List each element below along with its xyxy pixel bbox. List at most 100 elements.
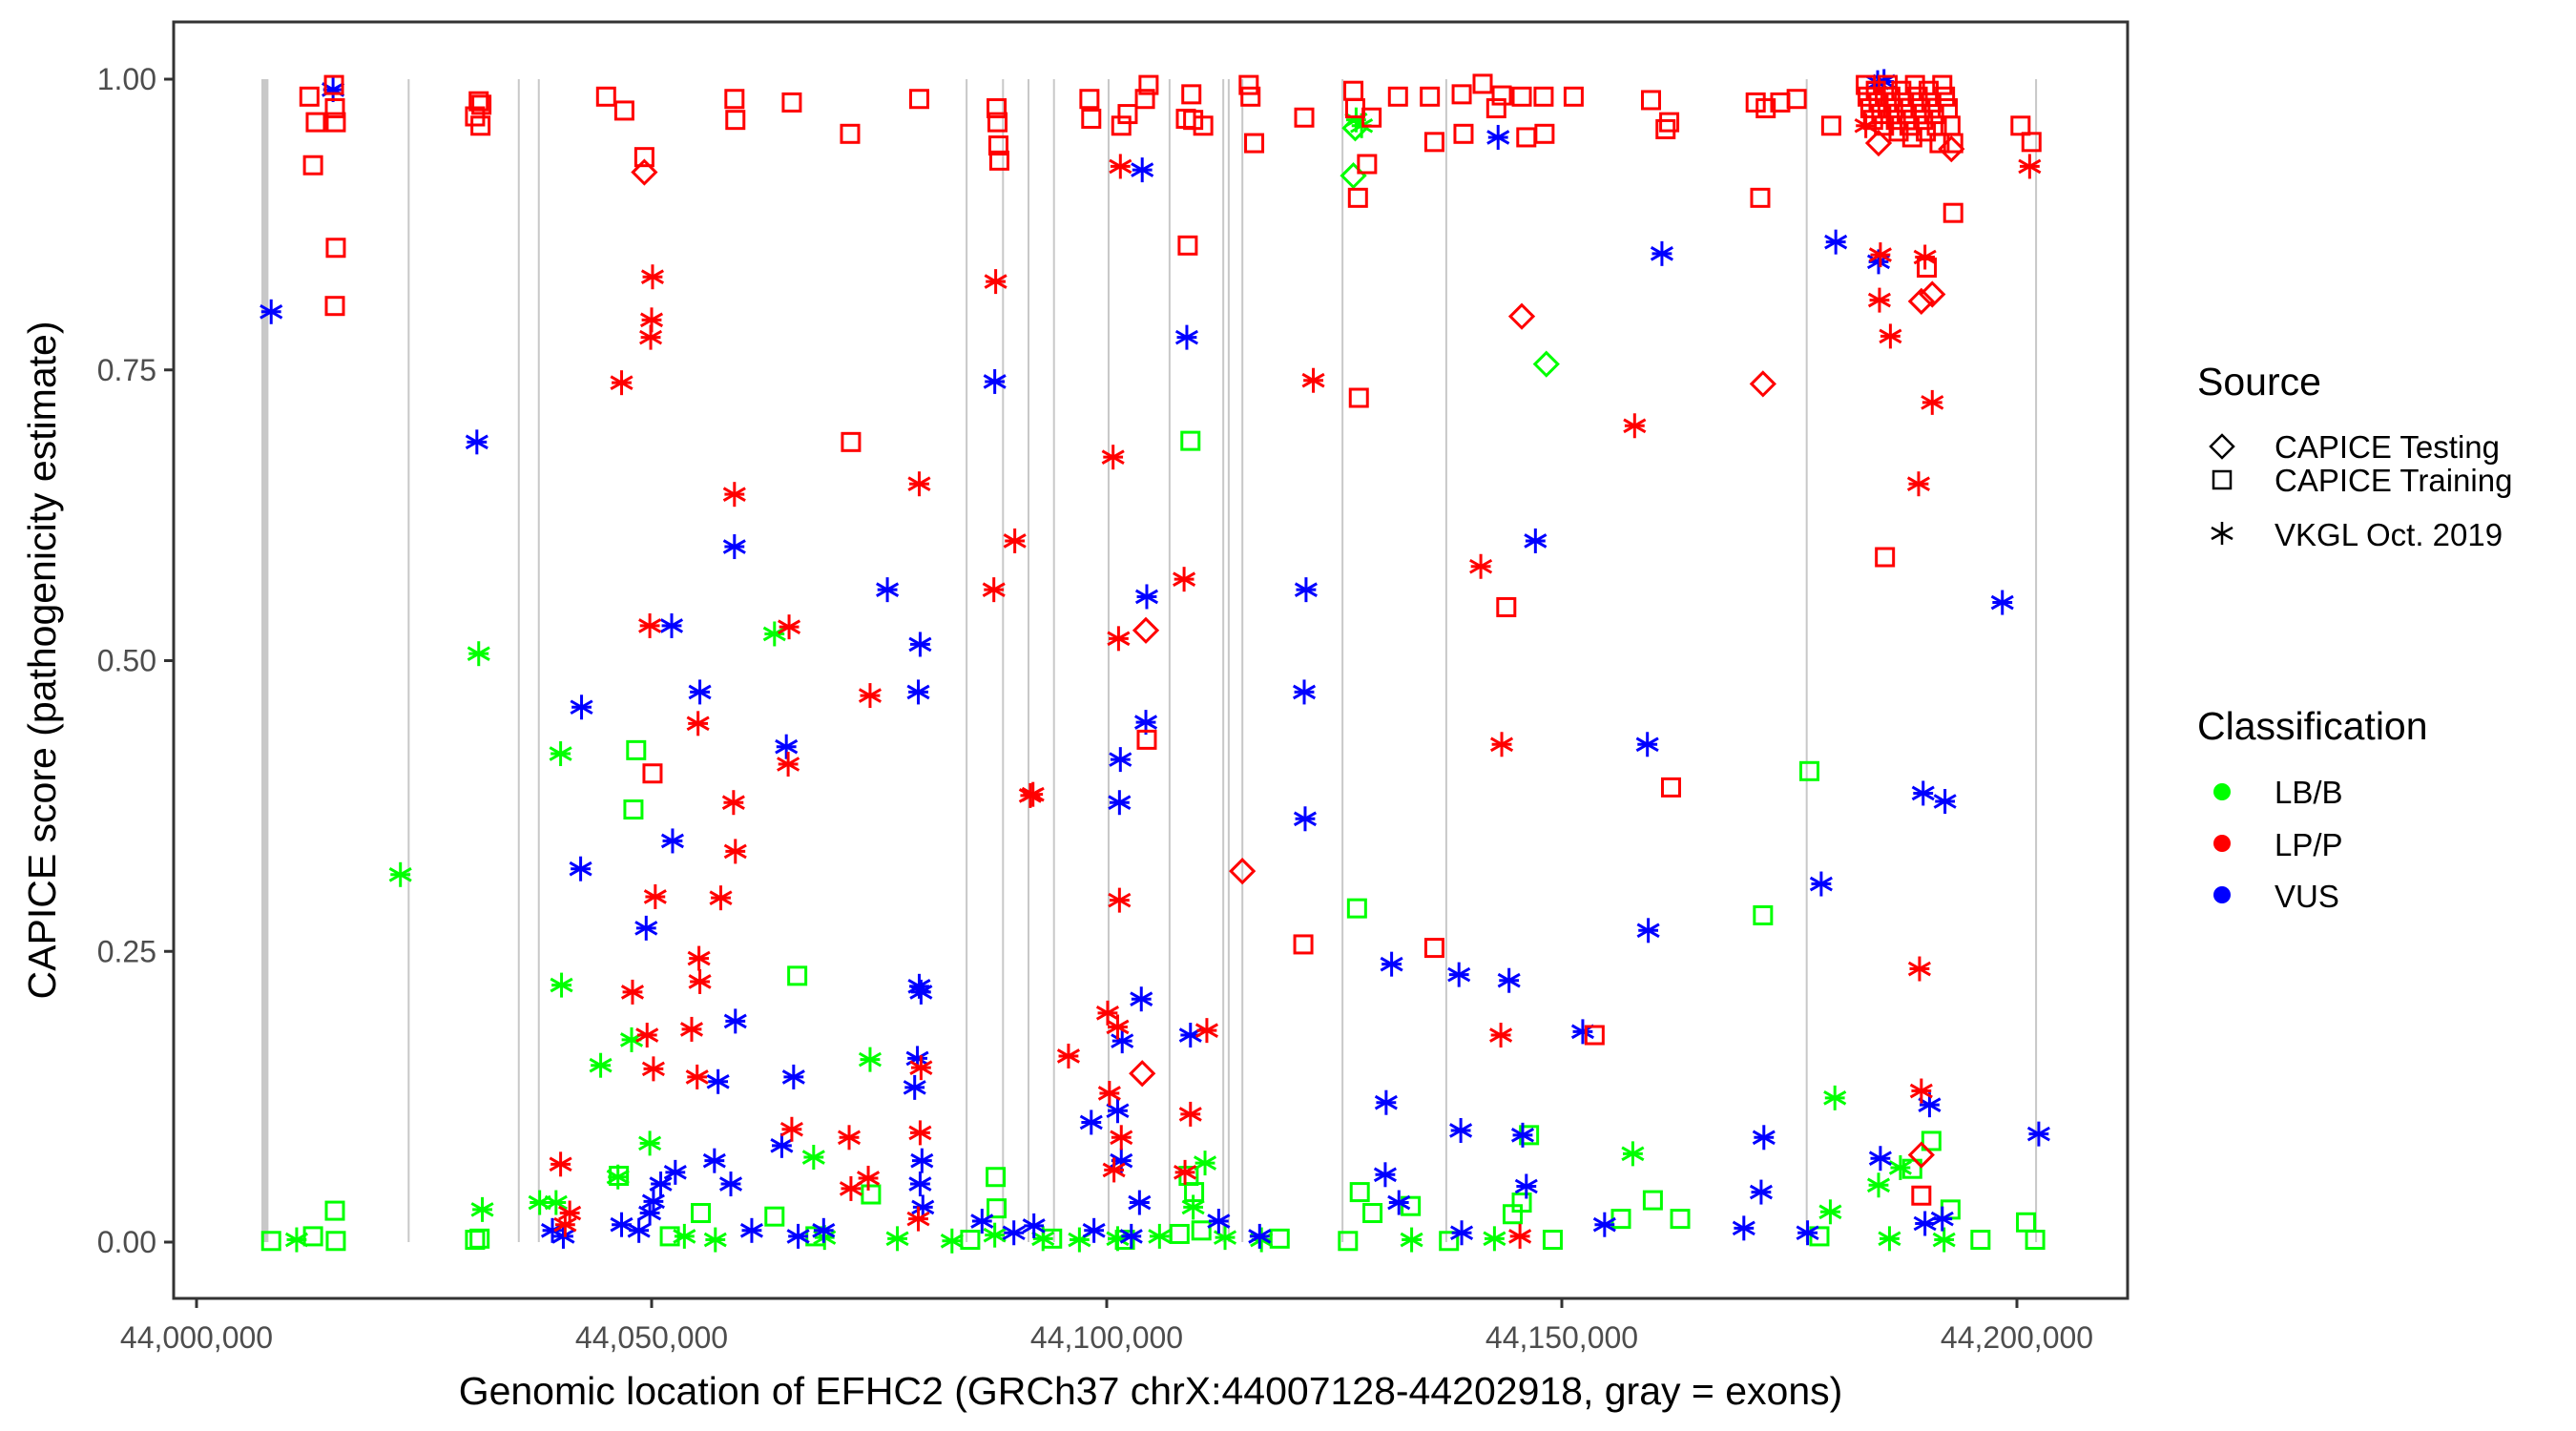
point-asterisk: [1110, 1125, 1133, 1151]
point-square: [1347, 187, 1368, 208]
point-asterisk: [1248, 1223, 1272, 1249]
y-axis-title: CAPICE score (pathogenicity estimate): [20, 321, 64, 1000]
square-icon: [2212, 469, 2233, 490]
point-asterisk: [1469, 553, 1493, 579]
x-tick-label: 44,050,000: [575, 1320, 728, 1355]
point-square: [1453, 123, 1474, 144]
point-asterisk: [1514, 1173, 1538, 1199]
point-square: [1970, 1230, 1991, 1251]
point-asterisk: [885, 1226, 909, 1252]
point-asterisk: [635, 1023, 659, 1048]
exon-line: [1052, 79, 1055, 1242]
point-square: [1820, 115, 1841, 136]
point-square: [613, 100, 634, 121]
y-tick-label: 0.00: [97, 1225, 156, 1259]
point-asterisk: [940, 1228, 964, 1254]
point-square: [1357, 154, 1378, 175]
point-asterisk: [1130, 986, 1153, 1012]
point-asterisk: [1749, 1179, 1773, 1205]
point-asterisk: [1990, 590, 2014, 615]
point-square: [1177, 235, 1198, 256]
point-diamond: [631, 158, 658, 186]
point-square: [1349, 1182, 1370, 1203]
point-asterisk: [970, 1209, 994, 1234]
point-asterisk: [1106, 1098, 1130, 1124]
point-diamond: [1938, 135, 1965, 163]
point-asterisk: [1907, 956, 1931, 982]
y-axis: 0.00 0.25 0.50 0.75 1.00: [97, 62, 174, 1259]
exon-line: [1107, 79, 1110, 1242]
point-asterisk: [1022, 1213, 1046, 1238]
point-square: [987, 97, 1008, 118]
exon-line: [537, 79, 540, 1242]
y-tick-label: 1.00: [97, 62, 156, 96]
point-asterisk: [1449, 1117, 1473, 1143]
y-tick-label: 0.25: [97, 934, 156, 968]
point-asterisk: [1732, 1215, 1755, 1241]
point-asterisk: [1906, 471, 1931, 497]
point-asterisk: [570, 695, 593, 720]
point-asterisk: [1932, 1227, 1956, 1253]
point-asterisk: [638, 324, 663, 350]
point-asterisk: [906, 1206, 930, 1232]
point-asterisk: [709, 885, 733, 911]
point-square: [1387, 86, 1408, 107]
point-square: [1755, 97, 1776, 118]
point-asterisk: [1623, 413, 1647, 439]
point-asterisk: [1195, 1018, 1218, 1044]
exon-line: [1805, 79, 1808, 1242]
point-asterisk: [876, 577, 900, 603]
point-asterisk: [903, 1074, 926, 1100]
point-asterisk: [643, 883, 667, 909]
point-square: [623, 799, 644, 820]
point-square: [1923, 104, 1944, 125]
y-tick-label: 0.50: [97, 644, 156, 678]
exon-line: [1222, 79, 1225, 1242]
point-asterisk: [659, 612, 684, 638]
plot-panel: [172, 20, 2129, 1300]
point-asterisk: [721, 790, 745, 816]
point-square: [1191, 1220, 1212, 1241]
legend-label-capice-testing: CAPICE Testing: [2275, 429, 2500, 465]
point-asterisk: [722, 534, 746, 560]
legend-label-capice-training: CAPICE Training: [2275, 463, 2512, 498]
point-asterisk: [839, 1175, 862, 1201]
point-square: [1659, 112, 1680, 133]
point-square: [1180, 430, 1201, 451]
point-asterisk: [1101, 445, 1125, 470]
x-tick-label: 44,100,000: [1030, 1320, 1183, 1355]
point-asterisk: [812, 1217, 836, 1243]
point-asterisk: [550, 972, 573, 998]
point-asterisk: [1486, 124, 1510, 150]
point-square: [1660, 777, 1681, 798]
point-square: [960, 1230, 981, 1251]
point-asterisk: [1818, 1199, 1842, 1225]
x-tick-label: 44,000,000: [120, 1320, 273, 1355]
point-asterisk: [1174, 324, 1199, 350]
point-asterisk: [1097, 1080, 1121, 1106]
point-asterisk: [1878, 1226, 1901, 1252]
point-asterisk: [679, 1016, 704, 1042]
point-asterisk: [610, 1212, 634, 1237]
point-square: [1117, 104, 1138, 125]
legend-item-vus: VUS: [2213, 879, 2339, 914]
point-asterisk: [688, 968, 712, 994]
point-asterisk: [775, 734, 799, 759]
point-asterisk: [1131, 157, 1154, 183]
point-asterisk: [553, 1212, 577, 1237]
point-square: [841, 431, 862, 452]
point-square: [781, 92, 802, 113]
legend-label-lbb: LB/B: [2275, 775, 2343, 810]
point-square: [1901, 127, 1922, 148]
point-asterisk: [660, 828, 684, 854]
point-square: [1865, 80, 1886, 101]
point-asterisk: [1178, 1101, 1202, 1127]
point-square: [1238, 74, 1259, 95]
legend-item-capice-training: CAPICE Training: [2212, 463, 2512, 498]
point-asterisk: [722, 482, 746, 508]
point-square: [1670, 1209, 1691, 1230]
point-square: [1491, 85, 1512, 106]
x-axis-title: Genomic location of EFHC2 (GRCh37 chrX:4…: [459, 1369, 1843, 1413]
point-asterisk: [983, 1222, 1007, 1248]
point-asterisk: [1489, 1023, 1513, 1048]
